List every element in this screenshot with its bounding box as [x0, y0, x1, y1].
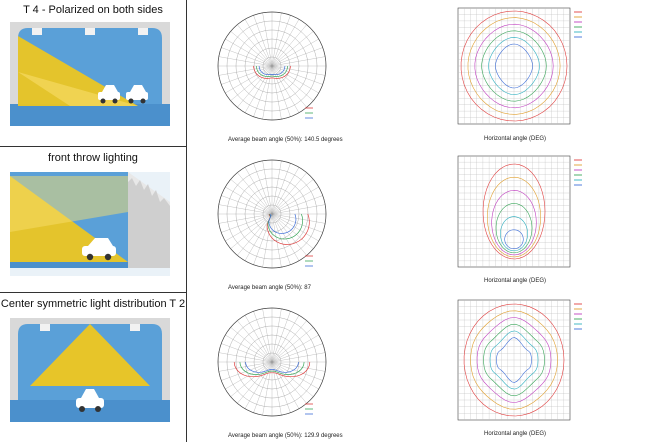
car-icon [82, 238, 116, 261]
scene-title-3: Center symmetric light distribution T 2 [0, 298, 186, 310]
car-icon [126, 85, 148, 104]
h-axis-label-2: Horizontal angle (DEG) [484, 278, 547, 284]
car-icon [76, 389, 104, 412]
isolux-contour [474, 23, 554, 109]
isolux-contour [495, 43, 533, 89]
isolux-plot-2 [457, 155, 582, 268]
isolux-grid-icon [457, 299, 571, 421]
polar-grid-icon [217, 11, 327, 121]
scene-title-1: T 4 - Polarized on both sides [23, 4, 163, 16]
polar-curve [233, 361, 311, 378]
isolux-contour [463, 303, 565, 417]
polar-plot-2 [217, 159, 327, 269]
isolux-contour [495, 203, 533, 254]
isolux-plot-3 [457, 299, 582, 421]
beam-caption-2: Average beam angle (50%): 87 [228, 285, 311, 291]
lamp-icon [130, 324, 140, 331]
isolux-contour [487, 176, 542, 258]
isolux-contour [481, 30, 547, 102]
beam-caption-1: Average beam angle (50%): 140.5 degrees [228, 137, 343, 143]
lamp-icon [32, 28, 42, 35]
isolux-contour [496, 337, 532, 383]
scenes-column: T 4 - Polarized on both sides front th [0, 0, 187, 442]
polar-plot-3 [217, 307, 327, 417]
h-axis-label-1: Horizontal angle (DEG) [484, 136, 547, 142]
isolux-contour [482, 163, 546, 260]
isolux-contour [504, 229, 524, 249]
polar-plot-1 [217, 11, 327, 121]
polar-curve [239, 361, 305, 375]
isolux-grid-icon [457, 155, 571, 268]
lamp-icon [85, 28, 95, 35]
scene-title-2: front throw lighting [48, 152, 138, 164]
beam-caption-3: Average beam angle (50%): 129.9 degrees [228, 433, 343, 439]
scene-row-2: front throw lighting [0, 146, 186, 293]
polar-curve [267, 213, 303, 240]
polar-curve [245, 361, 299, 373]
lamp-icon [40, 324, 50, 331]
tunnel-scene-3 [10, 318, 170, 422]
isolux-contour [488, 37, 540, 95]
polar-curve [256, 65, 288, 77]
isolux-contour [460, 10, 568, 122]
isolux-contour [489, 330, 539, 390]
polar-curve [266, 213, 310, 245]
h-axis-label-3: Horizontal angle (DEG) [484, 431, 547, 437]
isolux-contour [491, 189, 537, 256]
isolux-contour [470, 310, 558, 410]
tunnel-scene-1 [10, 22, 170, 126]
isolux-contour [483, 323, 545, 397]
polar-grid-icon [217, 159, 327, 269]
polar-curve [258, 65, 286, 76]
isolux-contour [467, 17, 561, 115]
isolux-plot-1 [457, 7, 582, 125]
polar-curve [268, 213, 297, 234]
lamp-icon [138, 28, 148, 35]
road-scene-2 [10, 172, 170, 276]
isolux-contour [500, 216, 528, 252]
isolux-contour [476, 317, 552, 403]
polar-curve [253, 65, 291, 79]
scene-row-3: Center symmetric light distribution T 2 [0, 292, 186, 442]
car-icon [98, 85, 120, 104]
scene-row-1: T 4 - Polarized on both sides [0, 0, 186, 147]
